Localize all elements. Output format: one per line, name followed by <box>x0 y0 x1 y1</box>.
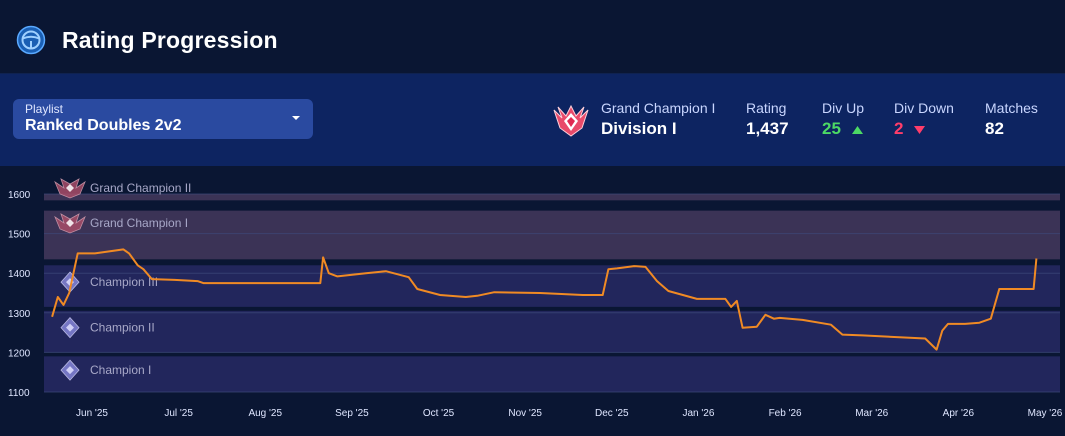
x-tick-label: Dec '25 <box>595 408 629 419</box>
rating-series-line <box>51 248 1038 351</box>
rank-band-label: Grand Champion I <box>90 216 188 230</box>
div-up-row: 25 <box>822 119 864 139</box>
page-title: Rating Progression <box>62 27 278 53</box>
rank-band <box>44 310 1060 353</box>
div-up-stat: Div Up 25 <box>822 100 864 139</box>
rank-band-label: Grand Champion II <box>90 181 191 195</box>
playlist-dropdown[interactable]: Playlist Ranked Doubles 2v2 <box>13 99 313 139</box>
y-tick-label: 1100 <box>8 388 30 399</box>
rank-band-label: Champion III <box>90 275 158 289</box>
x-tick-label: Mar '26 <box>855 408 888 419</box>
rank-tier: Grand Champion I <box>601 100 716 116</box>
x-tick-label: Nov '25 <box>508 408 542 419</box>
rating-chart-svg: 1100 1200 1300 1400 1500 1600 Jun '25 Jul '25 A… <box>8 178 1063 419</box>
rank-band-label: Champion I <box>90 363 151 377</box>
rank-band <box>44 356 1060 392</box>
div-down-stat: Div Down 2 <box>894 100 954 139</box>
chevron-down-icon <box>292 116 300 120</box>
x-tick-label: Sep '25 <box>335 408 369 419</box>
rank-division: Division I <box>601 119 677 138</box>
y-tick-label: 1500 <box>8 230 31 241</box>
rating-stat: Rating 1,437 <box>746 100 789 139</box>
div-up-label: Div Up <box>822 100 865 116</box>
emblem-gem-icon <box>66 184 74 192</box>
arrow-up-icon <box>851 125 863 134</box>
rating-label: Rating <box>746 100 787 116</box>
y-tick-label: 1400 <box>8 269 31 280</box>
matches-value: 82 <box>985 119 1004 138</box>
x-tick-label: Jun '25 <box>76 408 108 419</box>
playlist-label: Playlist <box>25 102 64 116</box>
emblem-gem-icon <box>66 323 74 332</box>
div-down-row: 2 <box>894 119 954 139</box>
div-down-value: 2 <box>894 119 904 138</box>
info-bar: Playlist Ranked Doubles 2v2 Grand Champi… <box>0 74 1065 166</box>
div-down-label: Div Down <box>894 100 954 116</box>
matches-label: Matches <box>985 100 1038 116</box>
rank-band-label: Champion II <box>90 321 155 335</box>
rank-info: Grand Champion I Division I <box>601 100 715 139</box>
x-tick-label: Apr '26 <box>943 408 975 419</box>
y-tick-label: 1600 <box>8 190 31 201</box>
y-tick-label: 1300 <box>8 309 31 320</box>
x-tick-label: Aug '25 <box>248 408 282 419</box>
emblem-gem-icon <box>66 366 74 375</box>
rank-band <box>44 210 1060 260</box>
grand-champion-icon <box>553 104 589 137</box>
div-up-value: 25 <box>822 119 841 138</box>
x-tick-label: Jan '26 <box>682 408 714 419</box>
header: Rating Progression <box>0 0 1065 74</box>
playlist-value: Ranked Doubles 2v2 <box>25 117 182 134</box>
rating-chart: 1100 1200 1300 1400 1500 1600 Jun '25 Jul '25 A… <box>0 166 1065 436</box>
emblem-gem-icon <box>66 218 74 227</box>
y-tick-label: 1200 <box>8 348 31 359</box>
steering-wheel-icon <box>16 25 46 55</box>
x-tick-label: Jul '25 <box>164 408 193 419</box>
matches-stat: Matches 82 <box>985 100 1038 139</box>
rank-band <box>44 194 1060 201</box>
x-tick-label: Feb '26 <box>769 408 802 419</box>
arrow-down-icon <box>914 125 926 134</box>
x-tick-label: May '26 <box>1028 408 1063 419</box>
x-tick-label: Oct '25 <box>423 408 455 419</box>
rating-value: 1,437 <box>746 119 789 138</box>
rank-band <box>44 265 1060 307</box>
